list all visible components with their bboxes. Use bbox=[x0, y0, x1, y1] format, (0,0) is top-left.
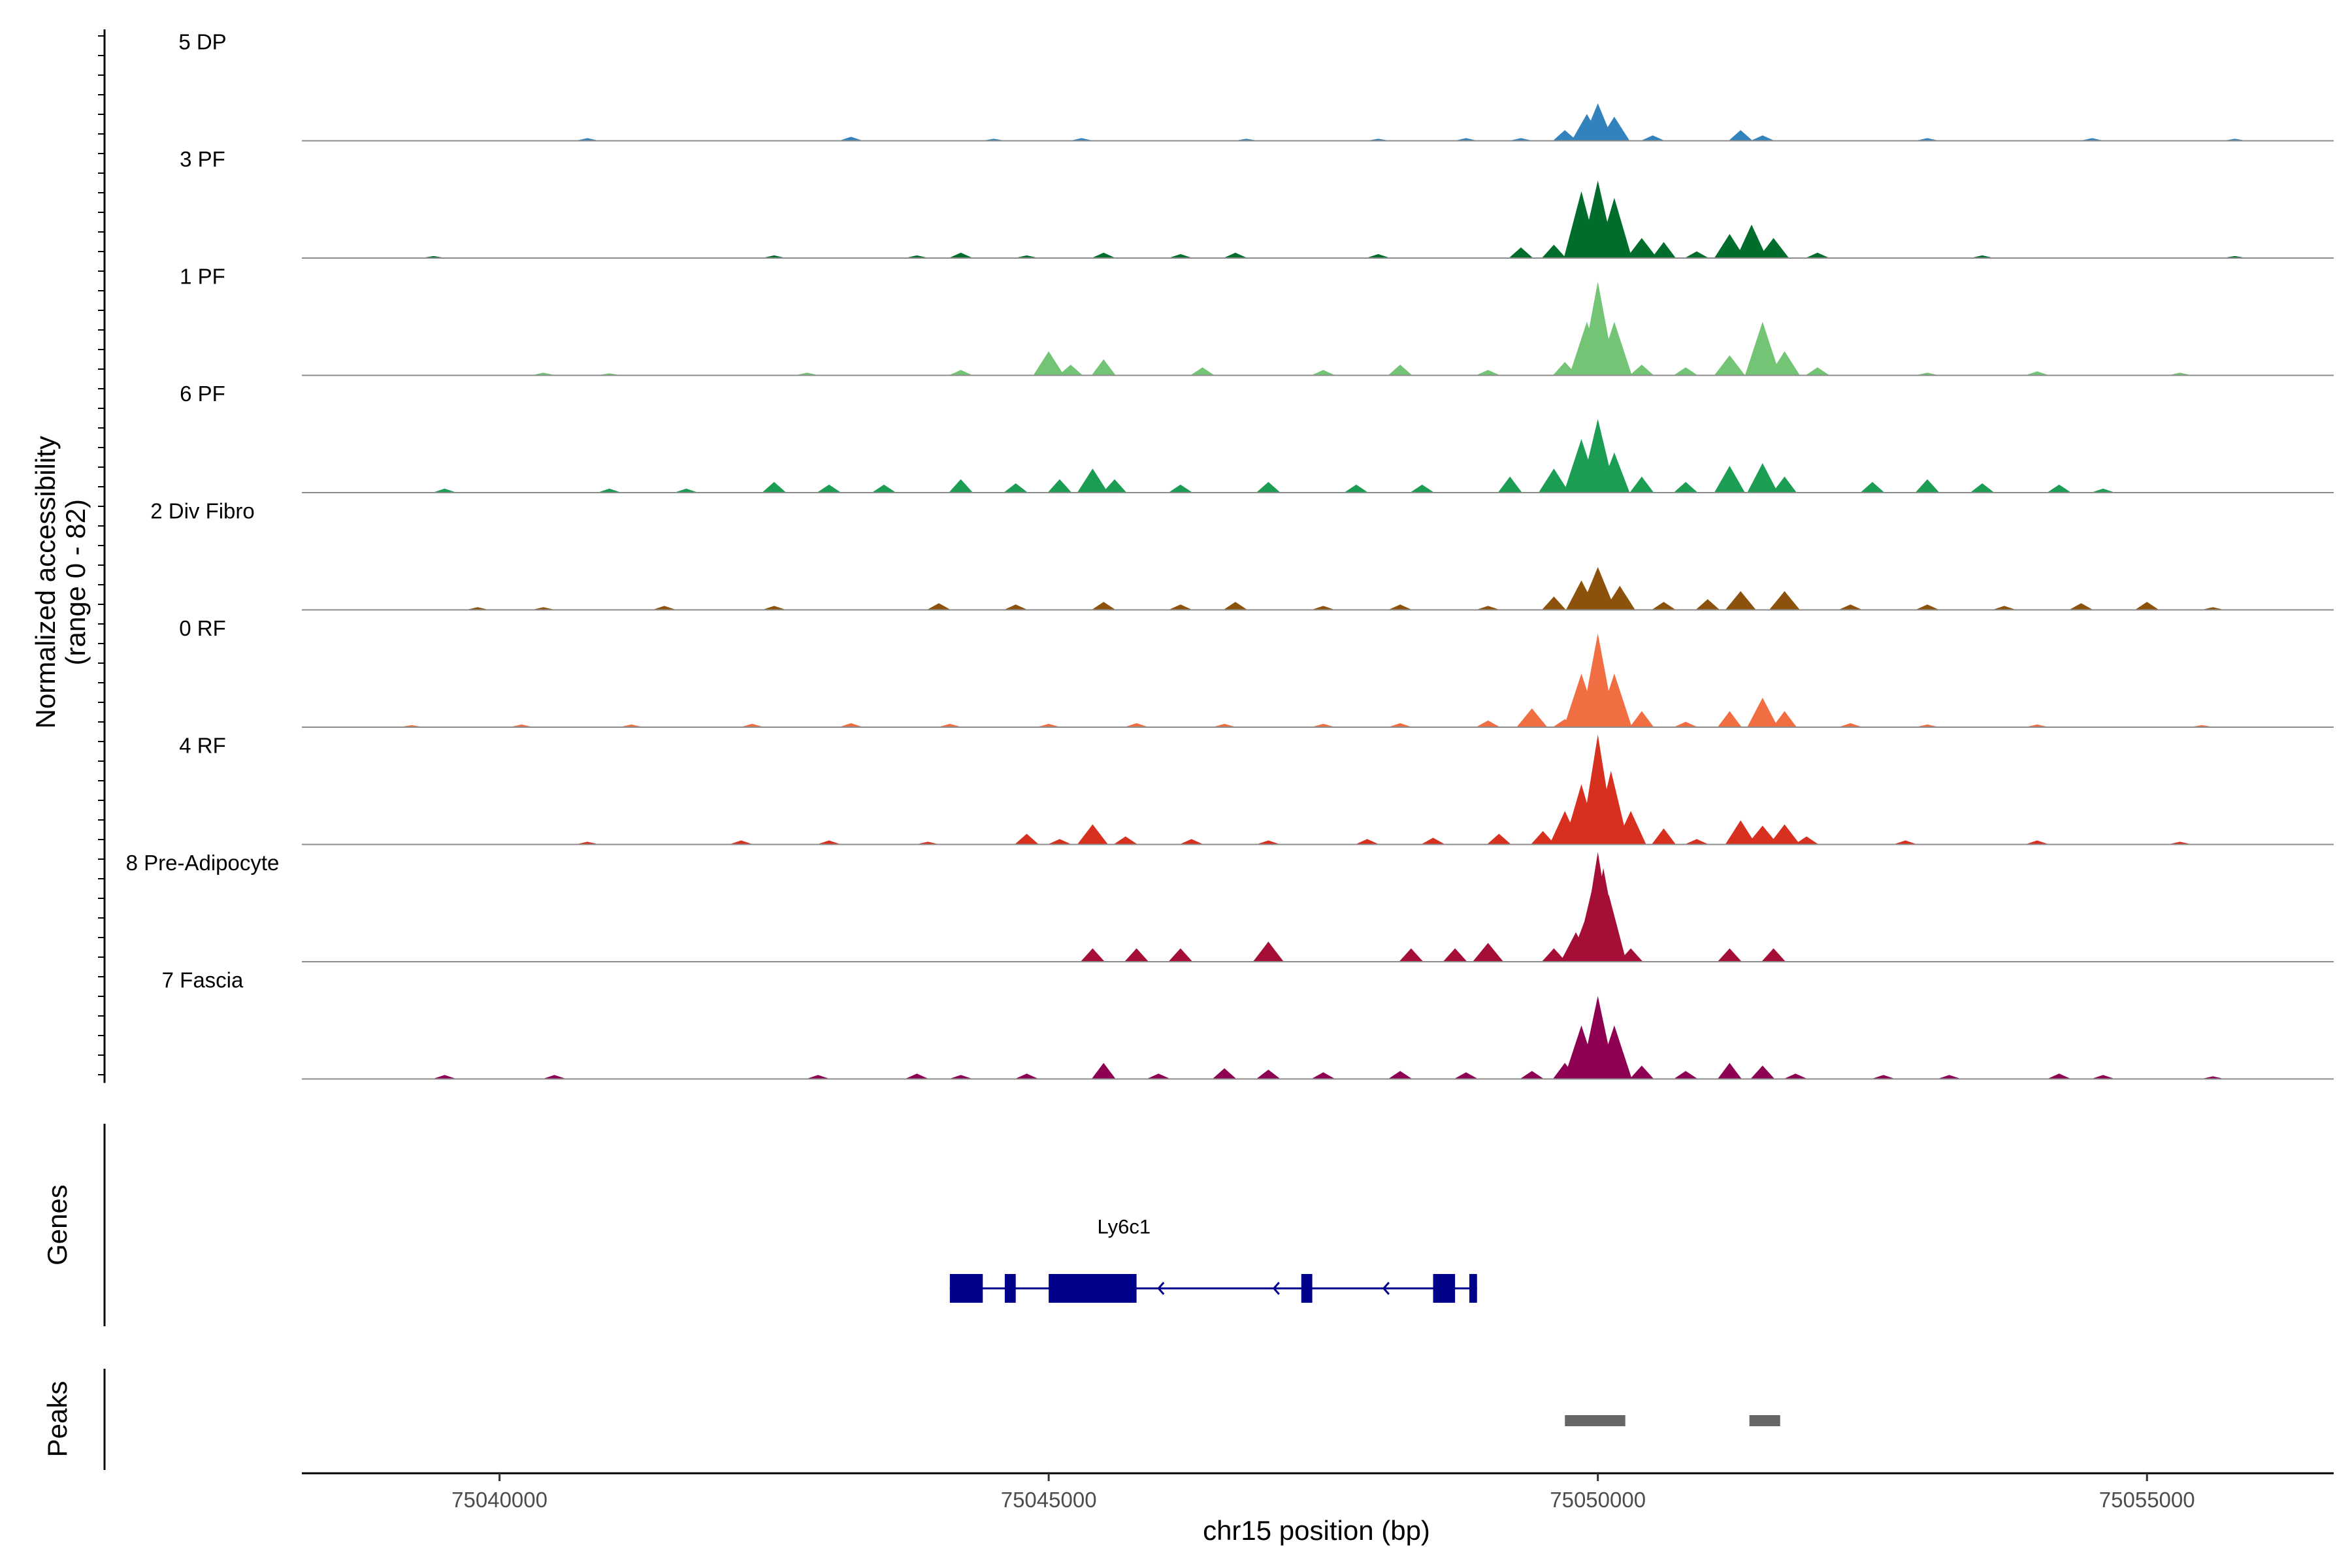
peak-bar bbox=[1749, 1415, 1780, 1426]
strand-arrow bbox=[1382, 1282, 1390, 1295]
x-tick-label: 75040000 bbox=[451, 1488, 547, 1512]
gene-exon bbox=[1433, 1274, 1456, 1303]
x-tick-label: 75055000 bbox=[2099, 1488, 2195, 1512]
track-8-pre-adipocyte: 8 Pre-Adipocyte bbox=[126, 851, 2334, 962]
track-5-dp: 5 DP bbox=[178, 29, 2334, 142]
track-label: 6 PF bbox=[180, 382, 225, 406]
gene-exon bbox=[1301, 1274, 1313, 1303]
gene-exon bbox=[949, 1274, 983, 1303]
y-axis-title: Normalized accessibility(range 0 - 82) bbox=[30, 436, 91, 728]
track-2-div-fibro: 2 Div Fibro bbox=[150, 498, 2334, 611]
strand-arrow bbox=[1272, 1282, 1280, 1295]
coverage-area bbox=[574, 734, 2193, 845]
track-label: 2 Div Fibro bbox=[150, 498, 255, 523]
track-label: 0 RF bbox=[179, 616, 226, 640]
coverage-area bbox=[431, 996, 2225, 1079]
track-4-rf: 4 RF bbox=[179, 733, 2334, 845]
x-axis-title: chr15 position (bp) bbox=[1203, 1515, 1430, 1546]
peaks-panel-label: Peaks bbox=[42, 1381, 73, 1458]
y-axis-title-line: (range 0 - 82) bbox=[60, 499, 91, 665]
coverage-area bbox=[530, 282, 2193, 376]
track-label: 5 DP bbox=[178, 29, 226, 54]
strand-arrow bbox=[1157, 1282, 1165, 1295]
track-7-fascia: 7 Fascia bbox=[162, 968, 2334, 1080]
coverage-area bbox=[464, 566, 2225, 610]
peaks-panel bbox=[1565, 1415, 1780, 1426]
x-axis: 75040000 75045000 75050000 75055000 bbox=[302, 1472, 2334, 1512]
x-tick-label: 75045000 bbox=[1001, 1488, 1097, 1512]
gene-ly6c1: Ly6c1 bbox=[949, 1215, 1477, 1303]
coverage-tracks: 5 DP 3 PF 1 PF 6 PF 2 Div Fibro 0 RF 4 RF 8 Pre… bbox=[126, 29, 2334, 1080]
x-tick-label: 75050000 bbox=[1550, 1488, 1646, 1512]
track-6-pf: 6 PF bbox=[180, 382, 2334, 493]
track-label: 7 Fascia bbox=[162, 968, 244, 992]
y-axis-title-line: Normalized accessibility bbox=[30, 436, 61, 728]
y-axis bbox=[98, 29, 106, 1083]
track-label: 3 PF bbox=[180, 147, 225, 171]
gene-exon bbox=[1004, 1274, 1016, 1303]
genes-panel: Ly6c1 bbox=[949, 1215, 1477, 1303]
track-1-pf: 1 PF bbox=[180, 264, 2334, 376]
coverage-area bbox=[574, 103, 2247, 141]
track-3-pf: 3 PF bbox=[180, 147, 2334, 259]
genes-panel-label: Genes bbox=[42, 1184, 73, 1266]
track-label: 4 RF bbox=[179, 733, 226, 757]
gene-exon bbox=[1049, 1274, 1137, 1303]
gene-label: Ly6c1 bbox=[1098, 1215, 1151, 1238]
track-label: 1 PF bbox=[180, 264, 225, 288]
track-label: 8 Pre-Adipocyte bbox=[126, 851, 280, 875]
coverage-area bbox=[420, 180, 2247, 258]
coverage-area bbox=[1079, 852, 1786, 962]
peak-bar bbox=[1565, 1415, 1625, 1426]
gene-exon bbox=[1469, 1274, 1477, 1303]
track-0-rf: 0 RF bbox=[179, 616, 2334, 728]
coverage-area bbox=[398, 633, 2214, 727]
coverage-area bbox=[431, 419, 2115, 493]
